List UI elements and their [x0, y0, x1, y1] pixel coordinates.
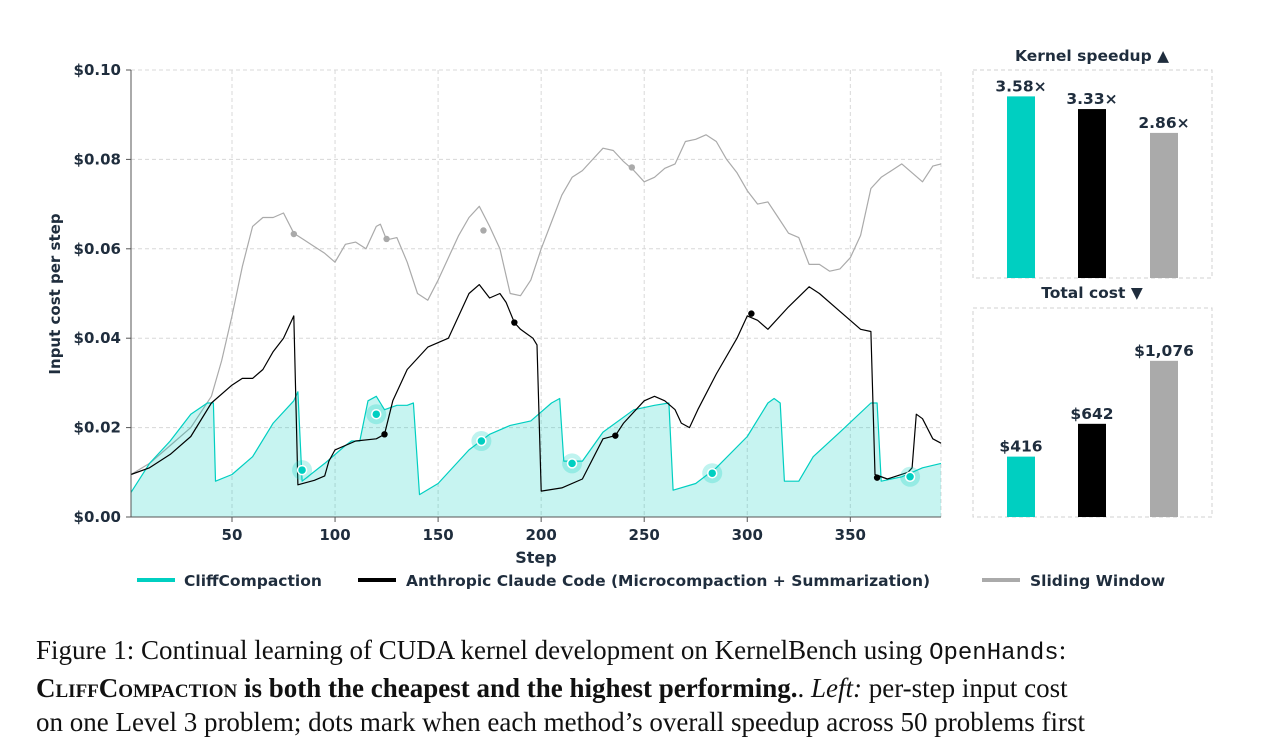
- caption-left-label: Left:: [810, 673, 862, 703]
- sliding-marker: [383, 235, 390, 243]
- cost-bar: [1078, 423, 1106, 517]
- x-tick-label: 50: [222, 526, 243, 544]
- cliff-marker: [566, 458, 578, 469]
- series-area-0: [131, 391, 941, 517]
- cliff-marker: [904, 471, 916, 483]
- legend: CliffCompaction Anthropic Claude Code (M…: [137, 572, 1165, 590]
- y-tick-label: $0.02: [74, 419, 121, 437]
- cliff-marker: [706, 467, 718, 479]
- speedup-bars: 3.58× 3.33× 2.86×: [995, 77, 1190, 278]
- legend-label-claude-code: Anthropic Claude Code (Microcompaction +…: [406, 572, 930, 590]
- speedup-value-label: 2.86×: [1138, 114, 1189, 132]
- speedup-bar: [1007, 96, 1035, 278]
- claude-marker: [748, 310, 755, 317]
- caption-dot: .: [797, 673, 811, 703]
- y-tick-label: $0.10: [74, 61, 121, 79]
- line-chart-gridlines: [131, 70, 941, 517]
- y-tick-label: $0.00: [74, 508, 121, 526]
- series-line-0: [130, 391, 942, 496]
- x-tick-label: 250: [629, 526, 660, 544]
- cliff-marker: [296, 464, 308, 476]
- cost-bar: [1150, 360, 1178, 517]
- cost-bar: [1007, 456, 1035, 517]
- sliding-marker: [290, 230, 298, 238]
- legend-label-sliding-window: Sliding Window: [1030, 572, 1165, 590]
- figure-caption: Figure 1: Continual learning of CUDA ker…: [36, 633, 1236, 739]
- x-tick-label: 100: [319, 526, 350, 544]
- sliding-marker: [628, 164, 636, 171]
- cost-bar-chart: Total cost ▼ $416 $642 $1,076: [972, 284, 1213, 518]
- caption-line-1-suffix: :: [1058, 635, 1067, 665]
- x-tick-label: 150: [422, 526, 453, 544]
- caption-line-2: CliffCompaction is both the cheapest and…: [36, 671, 1236, 705]
- speedup-value-label: 3.33×: [1066, 90, 1117, 108]
- y-tick-label: $0.06: [74, 240, 121, 258]
- speedup-bar-chart: Kernel speedup ▲ 3.58× 3.33× 2.86×: [972, 47, 1213, 279]
- line-chart-series: [130, 134, 942, 517]
- cost-title: Total cost ▼: [1041, 284, 1143, 302]
- line-chart: $0.00 $0.02 $0.04 $0.06 $0.08 $0.10 50 100 150 2…: [46, 61, 942, 567]
- y-tick-label: $0.08: [74, 150, 121, 168]
- claude-marker: [381, 431, 388, 438]
- caption-line-3: on one Level 3 problem; dots mark when e…: [36, 707, 1085, 737]
- caption-claim: is both the cheapest and the highest per…: [237, 673, 798, 703]
- legend-label-cliffcompaction: CliffCompaction: [184, 572, 322, 590]
- x-tick-label: 300: [732, 526, 763, 544]
- speedup-frame: [972, 69, 1213, 279]
- x-tick-label: 350: [835, 526, 866, 544]
- cost-value-label: $1,076: [1134, 342, 1194, 360]
- speedup-bar: [1078, 109, 1106, 278]
- y-axis-label: Input cost per step: [46, 213, 64, 374]
- cliff-marker: [371, 408, 382, 420]
- y-tick-label: $0.04: [74, 329, 121, 347]
- speedup-bar: [1150, 132, 1178, 278]
- y-axis-ticks: $0.00 $0.02 $0.04 $0.06 $0.08 $0.10: [74, 61, 131, 526]
- cost-bars: $416 $642 $1,076: [999, 342, 1194, 517]
- x-tick-label: 200: [525, 526, 556, 544]
- cliff-marker: [476, 435, 487, 447]
- speedup-title: Kernel speedup ▲: [1015, 47, 1169, 65]
- cost-value-label: $416: [999, 438, 1042, 456]
- claude-marker: [612, 432, 619, 439]
- caption-line-2-rest: per-step input cost: [861, 673, 1068, 703]
- series-line-1: [130, 284, 942, 492]
- speedup-value-label: 3.58×: [995, 77, 1046, 95]
- caption-line-1: Figure 1: Continual learning of CUDA ker…: [36, 633, 1236, 671]
- caption-method-name: CliffCompaction: [36, 673, 238, 703]
- figure: $0.00 $0.02 $0.04 $0.06 $0.08 $0.10 50 100 150 2…: [46, 47, 1213, 590]
- sliding-marker: [480, 227, 487, 234]
- caption-line-1-prefix: Figure 1: Continual learning of CUDA ker…: [36, 635, 930, 665]
- series-line-2: [130, 134, 942, 476]
- caption-code-openhands: OpenHands: [929, 640, 1059, 667]
- claude-marker: [511, 319, 518, 326]
- x-axis-ticks: 50 100 150 200 250 300 350: [222, 517, 866, 544]
- line-chart-markers: [290, 164, 921, 487]
- cost-value-label: $642: [1070, 405, 1113, 423]
- x-axis-label: Step: [515, 548, 556, 567]
- claude-marker: [873, 474, 881, 481]
